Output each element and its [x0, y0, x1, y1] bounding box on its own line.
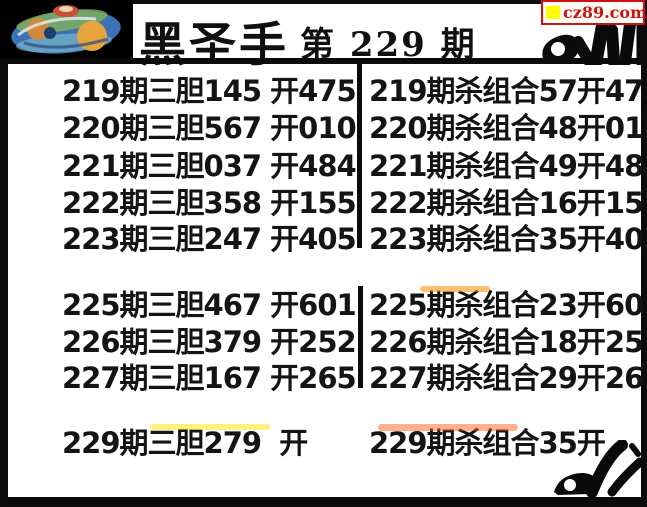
column-divider-lower	[358, 286, 363, 388]
right-row-227: 227期杀组合29开265	[369, 361, 647, 395]
brush-signature-icon	[542, 20, 644, 65]
yellow-marker-icon	[546, 6, 560, 19]
right-row-219: 219期杀组合57开475	[369, 74, 647, 108]
right-row-229: 229期杀组合35开	[369, 426, 606, 460]
left-row-221: 221期三胆037 开484	[62, 149, 357, 183]
frame-border-left	[0, 0, 8, 507]
left-row-222: 222期三胆358 开155	[62, 186, 357, 220]
site-badge: cz89.com	[541, 0, 647, 25]
right-row-220: 220期杀组合48开010	[369, 111, 647, 145]
left-row-225: 225期三胆467 开601	[62, 288, 357, 322]
lottery-logo-art-icon	[11, 5, 121, 54]
left-row-226: 226期三胆379 开252	[62, 325, 357, 359]
left-row-229: 229期三胆279 开	[62, 426, 308, 460]
logo-box	[0, 0, 133, 62]
right-row-226: 226期杀组合18开252	[369, 325, 647, 359]
right-row-222: 222期杀组合16开155	[369, 186, 647, 220]
page-title: 黑圣手	[139, 18, 289, 73]
frame-border-top	[0, 0, 647, 4]
header-divider-line	[0, 58, 647, 64]
right-row-223: 223期杀组合35开405	[369, 222, 647, 256]
left-row-227: 227期三胆167 开265	[62, 361, 357, 395]
frame-border-right	[641, 0, 647, 507]
site-badge-text: cz89.com	[563, 3, 647, 22]
column-divider-upper	[357, 64, 362, 248]
frame-border-bottom	[0, 497, 647, 507]
left-row-220: 220期三胆567 开010	[62, 111, 357, 145]
right-row-225: 225期杀组合23开601	[369, 288, 647, 322]
left-row-219: 219期三胆145 开475	[62, 74, 357, 108]
left-row-223: 223期三胆247 开405	[62, 222, 357, 256]
brush-signature-icon	[554, 440, 644, 497]
right-row-221: 221期杀组合49开484	[369, 149, 647, 183]
